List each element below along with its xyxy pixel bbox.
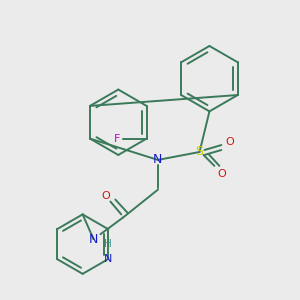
- Text: O: O: [225, 137, 234, 147]
- Text: H: H: [103, 239, 111, 249]
- Text: N: N: [89, 233, 98, 246]
- Text: N: N: [104, 254, 112, 264]
- Text: O: O: [101, 190, 110, 201]
- Text: F: F: [114, 134, 120, 144]
- Text: S: S: [196, 146, 203, 158]
- Text: O: O: [217, 169, 226, 179]
- Text: N: N: [153, 153, 163, 167]
